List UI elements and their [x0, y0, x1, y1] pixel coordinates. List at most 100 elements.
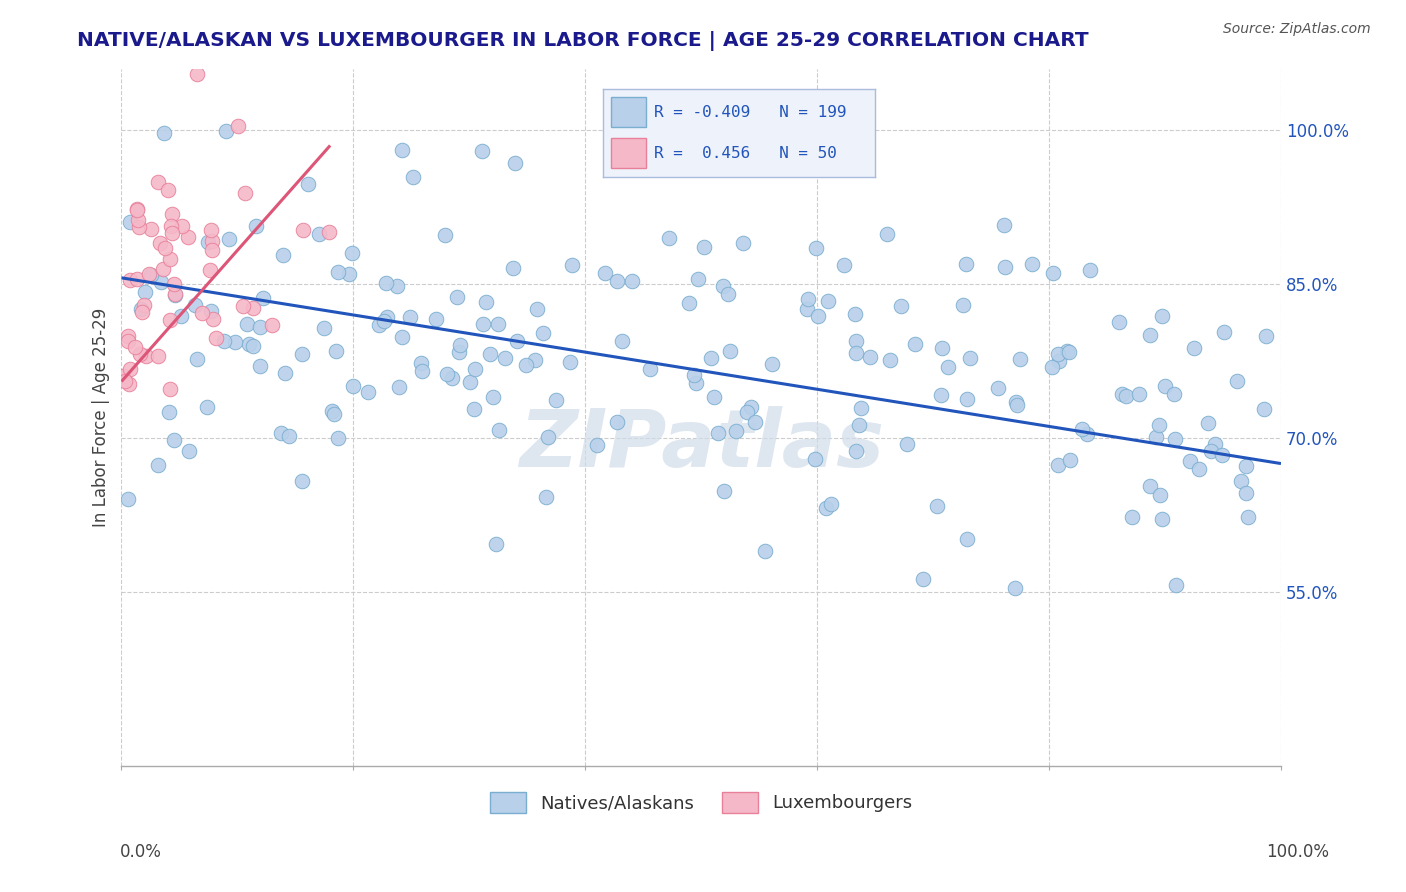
Point — [832, 259, 855, 273]
Point — [446, 290, 468, 304]
Point — [485, 537, 508, 551]
Point — [159, 383, 181, 397]
Point — [326, 265, 349, 279]
Point — [186, 352, 208, 367]
Point — [117, 329, 139, 343]
Point — [1147, 417, 1170, 432]
Point — [606, 416, 628, 430]
Point — [482, 390, 505, 404]
Point — [153, 126, 176, 140]
Point — [531, 326, 554, 341]
Point — [291, 347, 314, 361]
Point — [845, 443, 868, 458]
Point — [139, 268, 162, 283]
Point — [1078, 263, 1101, 277]
Point — [260, 318, 283, 332]
Point — [844, 334, 866, 349]
Point — [224, 334, 246, 349]
Point — [1056, 343, 1078, 358]
Text: 0.0%: 0.0% — [120, 843, 162, 861]
Point — [1059, 452, 1081, 467]
Point — [201, 234, 224, 248]
Point — [125, 202, 148, 217]
Point — [195, 401, 218, 415]
Point — [226, 120, 249, 134]
Text: NATIVE/ALASKAN VS LUXEMBOURGER IN LABOR FORCE | AGE 25-29 CORRELATION CHART: NATIVE/ALASKAN VS LUXEMBOURGER IN LABOR … — [77, 31, 1090, 51]
Point — [297, 178, 319, 192]
Point — [803, 452, 825, 467]
Point — [186, 67, 208, 81]
Point — [1046, 458, 1069, 472]
Point — [197, 235, 219, 250]
Point — [703, 390, 725, 404]
Point — [658, 231, 681, 245]
Point — [368, 318, 391, 332]
Point — [502, 260, 524, 275]
Point — [155, 241, 177, 255]
Point — [399, 310, 422, 325]
Point — [844, 307, 866, 321]
Point — [125, 202, 148, 216]
Point — [848, 417, 870, 432]
Point — [157, 405, 180, 419]
Point — [754, 544, 776, 558]
Point — [1253, 401, 1275, 416]
Point — [1108, 315, 1130, 329]
Legend: Natives/Alaskans, Luxembourgers: Natives/Alaskans, Luxembourgers — [482, 785, 920, 820]
Point — [929, 388, 952, 402]
Point — [638, 361, 661, 376]
Point — [249, 359, 271, 373]
Point — [402, 170, 425, 185]
Point — [1234, 459, 1257, 474]
Point — [163, 287, 186, 301]
Point — [524, 353, 547, 368]
Point — [463, 402, 485, 417]
Point — [163, 433, 186, 447]
Point — [162, 227, 184, 241]
Point — [713, 484, 735, 499]
Point — [1188, 462, 1211, 476]
Point — [1154, 379, 1177, 393]
Point — [1040, 360, 1063, 375]
Point — [200, 304, 222, 318]
Point — [879, 353, 901, 368]
Point — [761, 357, 783, 371]
Point — [184, 298, 207, 312]
Point — [124, 340, 146, 354]
Point — [956, 533, 979, 547]
Point — [845, 346, 868, 360]
Point — [159, 252, 181, 267]
Point — [374, 276, 396, 290]
Point — [1163, 387, 1185, 401]
Point — [586, 437, 609, 451]
Point — [526, 301, 548, 316]
Point — [1182, 341, 1205, 355]
Point — [205, 331, 228, 345]
Point — [1021, 257, 1043, 271]
Point — [536, 490, 558, 504]
Point — [1004, 395, 1026, 409]
Point — [326, 431, 349, 445]
Point — [146, 349, 169, 363]
Point — [817, 293, 839, 308]
Point — [986, 381, 1008, 395]
Point — [952, 298, 974, 312]
Point — [1128, 387, 1150, 401]
Point — [1211, 449, 1233, 463]
Point — [1237, 510, 1260, 524]
Point — [1115, 389, 1137, 403]
Point — [212, 334, 235, 348]
Point — [931, 342, 953, 356]
Point — [804, 241, 827, 255]
Point — [890, 299, 912, 313]
Point — [160, 207, 183, 221]
Point — [170, 219, 193, 234]
Point — [129, 302, 152, 317]
Point — [464, 362, 486, 376]
Point — [135, 349, 157, 363]
Point — [858, 350, 880, 364]
Point — [685, 376, 707, 390]
Point — [177, 444, 200, 458]
Point — [1047, 347, 1070, 361]
Point — [796, 301, 818, 316]
